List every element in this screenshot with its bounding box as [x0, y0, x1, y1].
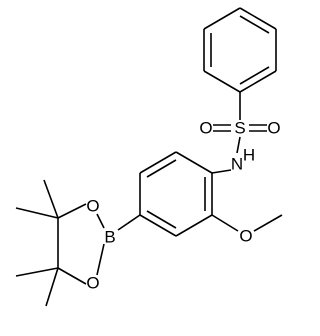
- atom-label: B: [104, 228, 115, 247]
- atom-label: O: [199, 119, 212, 138]
- atom-label: O: [239, 227, 252, 246]
- atom-label: N: [231, 155, 243, 174]
- atom-labels: O S O N H O B O O: [86, 119, 280, 293]
- atom-label: O: [86, 197, 99, 216]
- atom-label: H: [243, 146, 255, 165]
- structure: O S O N H O B O O: [15, 7, 283, 307]
- bonds: [15, 7, 283, 307]
- atom-label: O: [86, 274, 99, 293]
- atom-label: O: [267, 119, 280, 138]
- atom-label: S: [234, 119, 245, 138]
